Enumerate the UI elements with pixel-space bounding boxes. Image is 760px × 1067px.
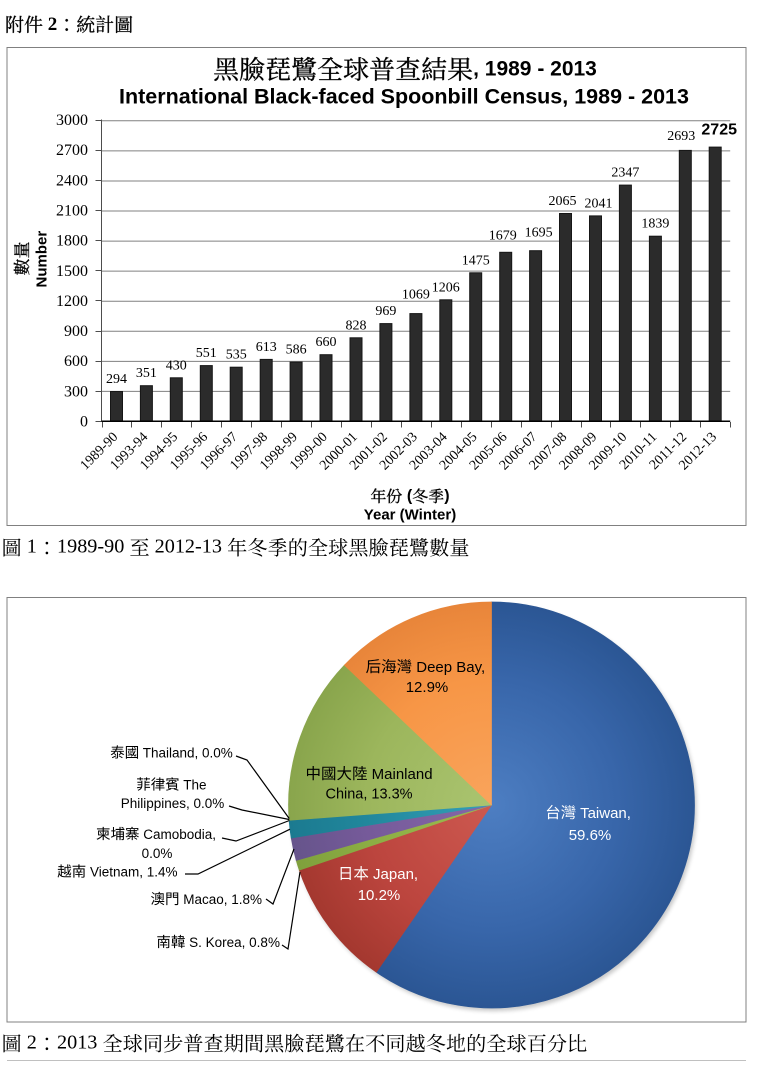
svg-text:Year (Winter): Year (Winter) [364, 507, 456, 524]
svg-text:551: 551 [196, 346, 217, 361]
svg-text:300: 300 [64, 383, 88, 400]
svg-text:Mainland: Mainland [368, 766, 433, 783]
svg-text:Vietnam, 1.4%: Vietnam, 1.4% [86, 865, 177, 880]
svg-text:3000: 3000 [56, 112, 88, 129]
svg-text:1200: 1200 [56, 293, 88, 310]
svg-text:1475: 1475 [462, 253, 490, 268]
svg-text:2400: 2400 [56, 172, 88, 189]
svg-text:969: 969 [375, 304, 396, 319]
svg-text:2013: 2013 [57, 1031, 102, 1053]
svg-text:1: 1 [22, 536, 37, 558]
svg-text:, 1989 - 2013: , 1989 - 2013 [473, 57, 597, 80]
svg-text:China, 13.3%: China, 13.3% [325, 787, 412, 803]
svg-text:Japan,: Japan, [369, 866, 418, 883]
svg-text:(: ( [402, 488, 412, 505]
svg-text:10.2%: 10.2% [358, 887, 401, 904]
svg-text:613: 613 [256, 340, 277, 355]
svg-text:2100: 2100 [56, 202, 88, 219]
svg-text:430: 430 [166, 358, 187, 373]
svg-text:): ) [444, 488, 449, 505]
svg-text:Macao, 1.8%: Macao, 1.8% [180, 892, 263, 907]
svg-text:2: 2 [22, 1031, 37, 1053]
svg-text:1206: 1206 [432, 280, 460, 295]
svg-text:2725: 2725 [701, 122, 737, 139]
svg-text:1989-90: 1989-90 [57, 536, 129, 558]
svg-text:Camobodia,: Camobodia, [140, 827, 217, 842]
svg-text:294: 294 [106, 372, 127, 387]
svg-text:S. Korea, 0.8%: S. Korea, 0.8% [185, 935, 280, 950]
svg-text:Deep Bay,: Deep Bay, [412, 659, 485, 676]
svg-text:535: 535 [226, 348, 247, 363]
svg-text:0: 0 [80, 414, 88, 431]
svg-text:1695: 1695 [525, 226, 553, 241]
svg-text:900: 900 [64, 323, 88, 340]
svg-text:12.9%: 12.9% [406, 679, 449, 696]
svg-text:660: 660 [316, 335, 337, 350]
svg-text:1500: 1500 [56, 263, 88, 280]
svg-text:2012-13: 2012-13 [150, 536, 227, 558]
svg-text:586: 586 [286, 343, 307, 358]
svg-text:1800: 1800 [56, 233, 88, 250]
svg-text:828: 828 [346, 318, 367, 333]
svg-text:Number: Number [34, 231, 51, 288]
svg-text:2693: 2693 [667, 129, 695, 144]
svg-text:2347: 2347 [611, 166, 639, 181]
svg-text:600: 600 [64, 353, 88, 370]
svg-text:2: 2 [48, 14, 58, 35]
svg-text:Taiwan,: Taiwan, [576, 805, 631, 822]
svg-text:1679: 1679 [489, 228, 517, 243]
svg-text:2700: 2700 [56, 142, 88, 159]
svg-text:1069: 1069 [402, 288, 430, 303]
svg-text:351: 351 [136, 366, 157, 381]
svg-text:Philippines, 0.0%: Philippines, 0.0% [121, 796, 225, 811]
svg-text:2065: 2065 [549, 194, 577, 209]
svg-text:59.6%: 59.6% [569, 827, 612, 844]
svg-text:International Black-faced Spoo: International Black-faced Spoonbill Cens… [119, 85, 689, 109]
svg-text:1839: 1839 [641, 217, 669, 232]
svg-text:The: The [180, 778, 207, 793]
svg-text:Thailand, 0.0%: Thailand, 0.0% [139, 746, 233, 761]
svg-text:0.0%: 0.0% [142, 846, 173, 861]
svg-text:2041: 2041 [585, 196, 613, 211]
